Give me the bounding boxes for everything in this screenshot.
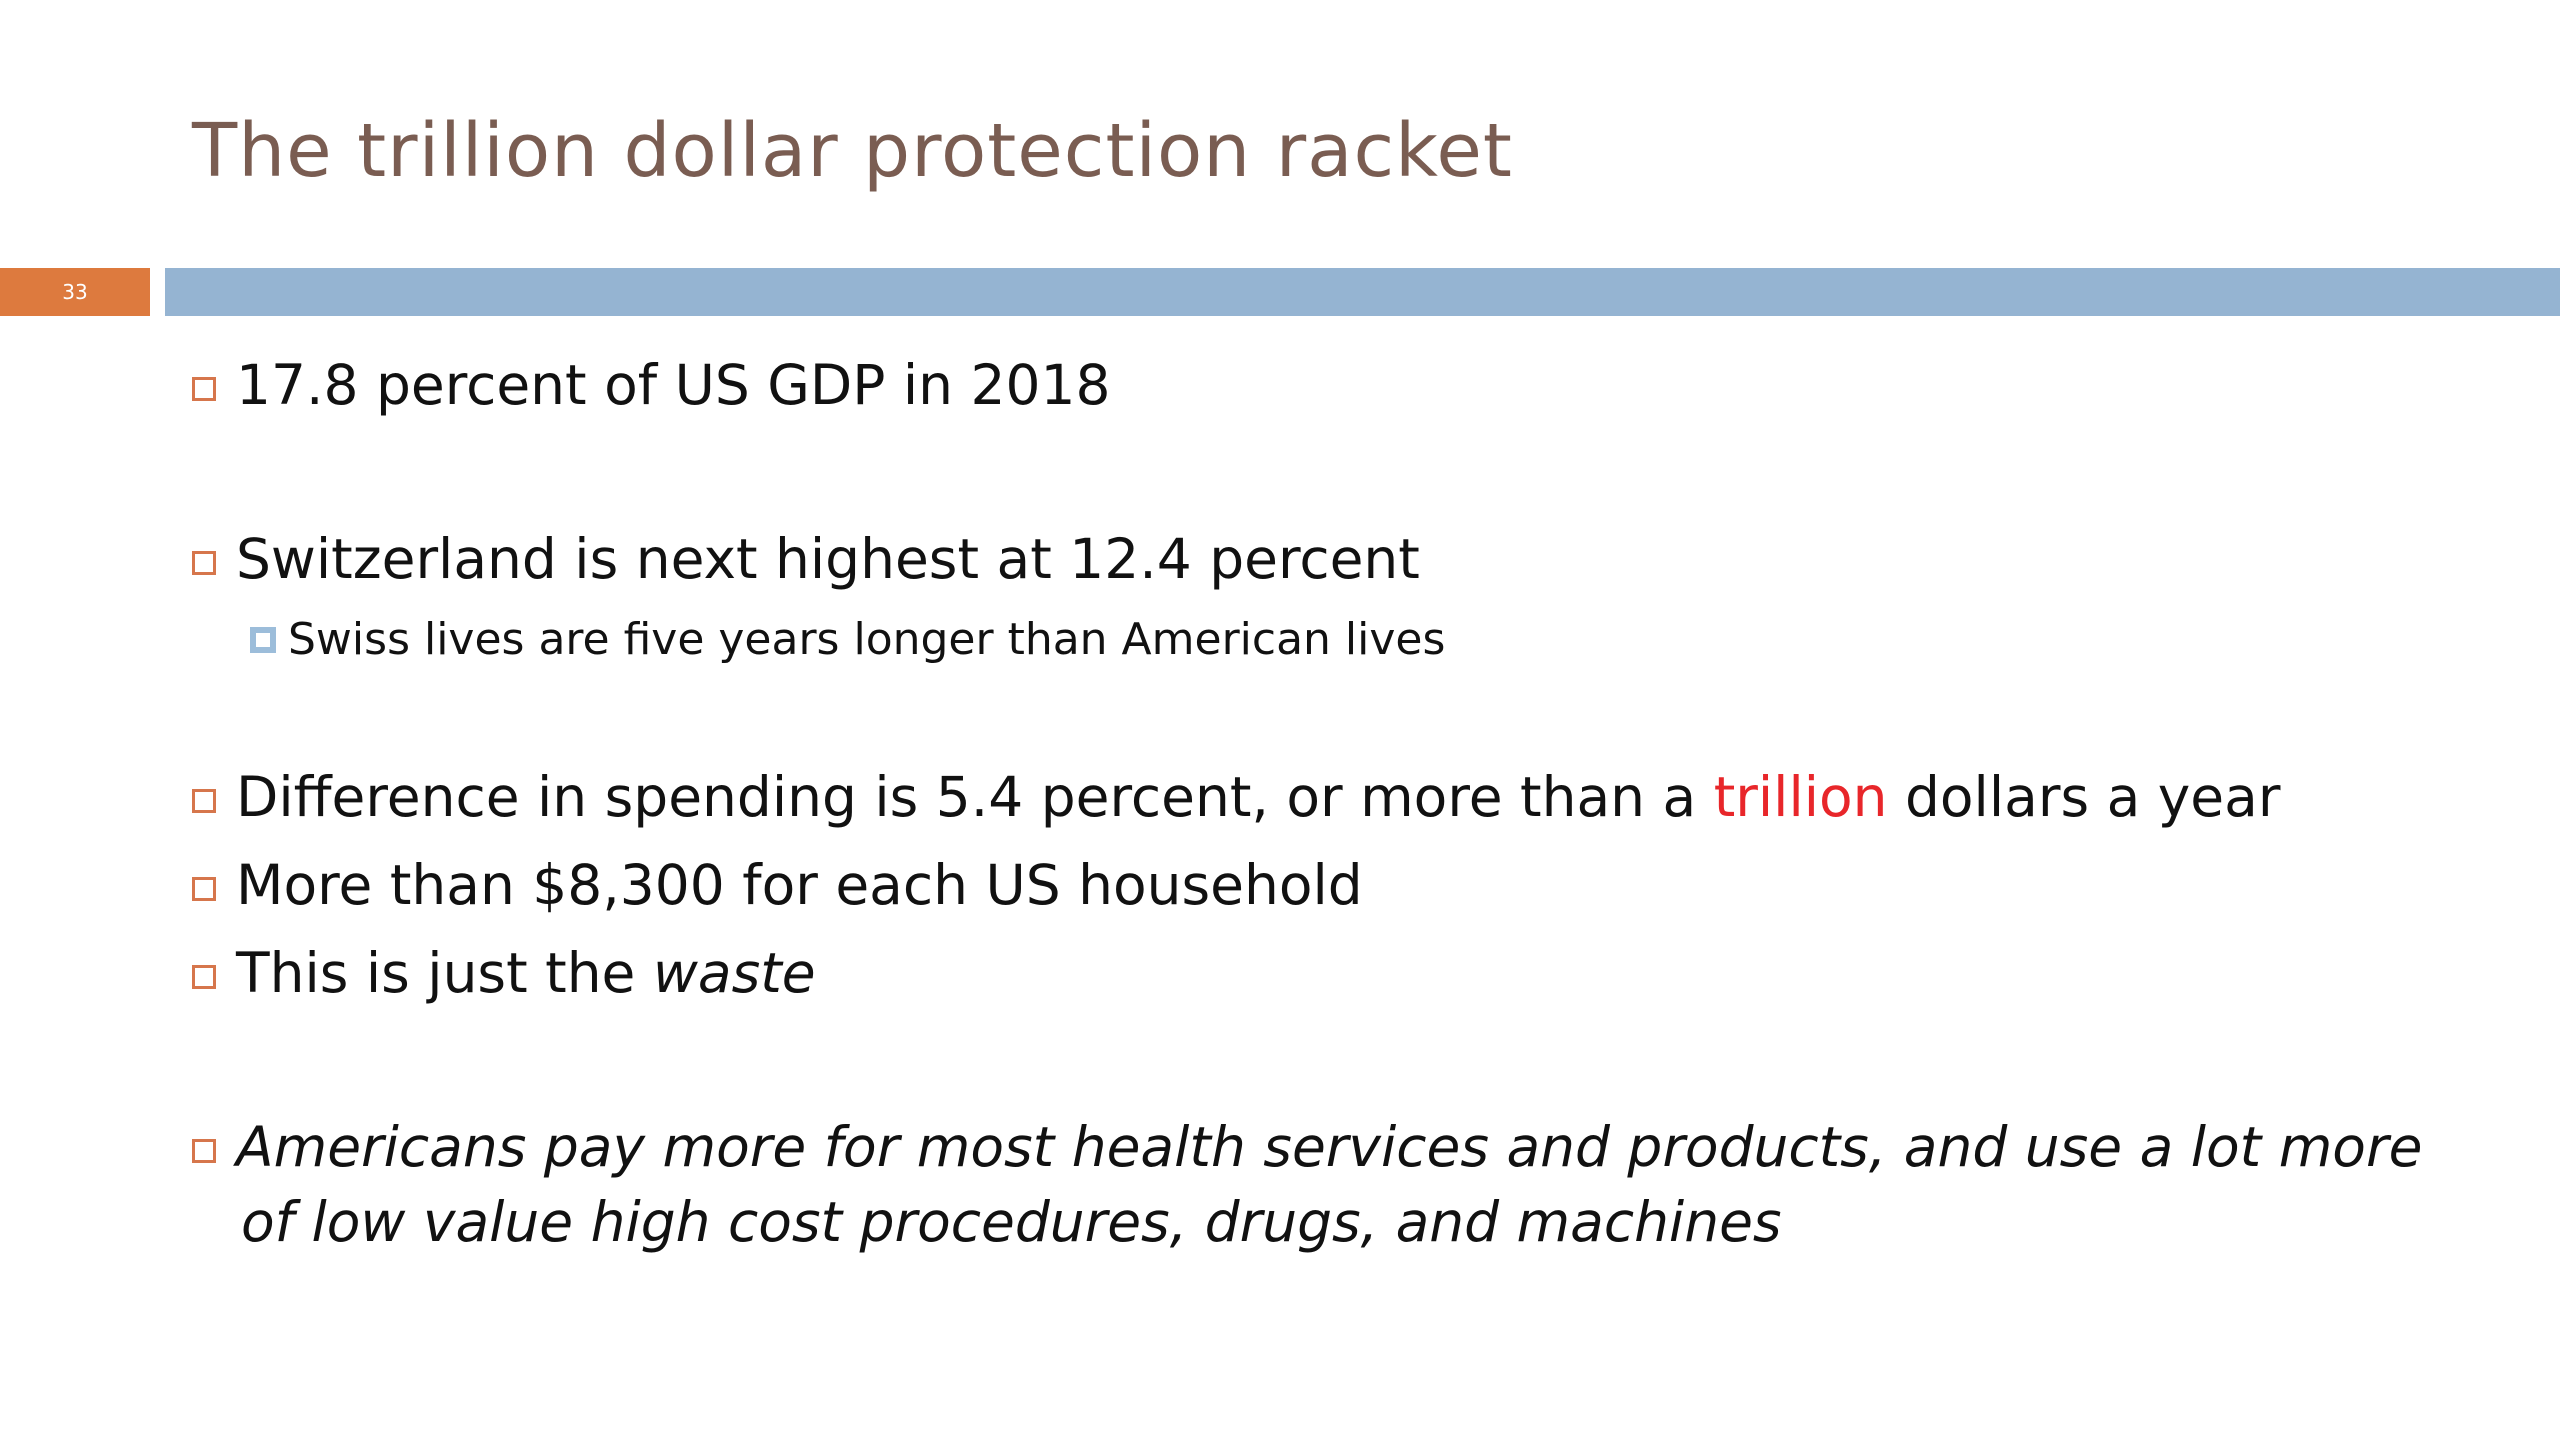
bullet-text: Americans pay more for most health servi… [236, 1115, 2423, 1254]
bullet-text-start: Difference in spending is 5.4 percent, o… [236, 765, 1714, 829]
slide-title: The trillion dollar protection racket [192, 108, 1513, 194]
square-sub-bullet-icon [250, 627, 276, 653]
emphasis-waste: waste [652, 941, 816, 1005]
square-bullet-icon [192, 877, 216, 901]
sub-bullet-swiss-lives: Swiss lives are five years longer than A… [250, 605, 1445, 675]
bullet-spending-difference: Difference in spending is 5.4 percent, o… [192, 760, 2280, 835]
square-bullet-icon [192, 1139, 216, 1163]
bullet-switzerland: Switzerland is next highest at 12.4 perc… [192, 522, 1420, 597]
square-bullet-icon [192, 551, 216, 575]
square-bullet-icon [192, 789, 216, 813]
bullet-text: Switzerland is next highest at 12.4 perc… [236, 527, 1420, 591]
bullet-gdp-share: 17.8 percent of US GDP in 2018 [192, 348, 1110, 423]
bullet-household: More than $8,300 for each US household [192, 848, 1363, 923]
bullet-text: This is just the [236, 941, 653, 1005]
bullet-americans-pay-more: Americans pay more for most health servi… [192, 1110, 2481, 1260]
square-bullet-icon [192, 377, 216, 401]
title-rule [165, 268, 2560, 316]
square-bullet-icon [192, 965, 216, 989]
bullet-text-end: dollars a year [1887, 765, 2281, 829]
bullet-text: 17.8 percent of US GDP in 2018 [236, 353, 1111, 417]
highlight-trillion: trillion [1713, 765, 1888, 829]
slide-number: 33 [0, 268, 150, 316]
bullet-waste: This is just the waste [192, 936, 816, 1011]
sub-bullet-text: Swiss lives are five years longer than A… [288, 614, 1446, 665]
bullet-text: More than $8,300 for each US household [236, 853, 1363, 917]
